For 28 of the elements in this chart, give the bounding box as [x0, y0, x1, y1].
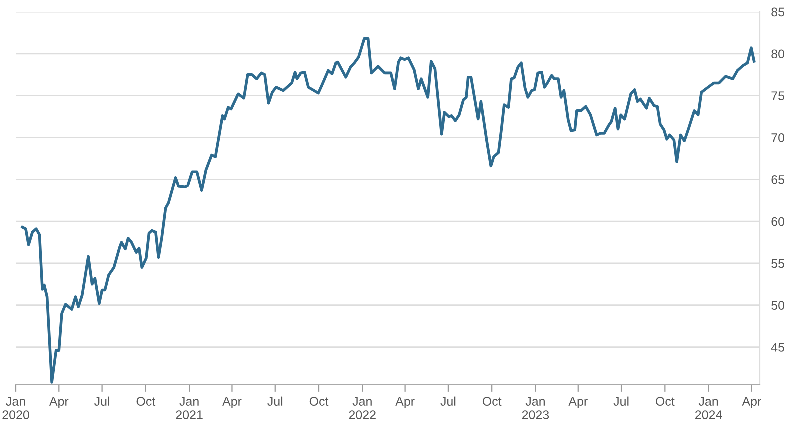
- line-series: [21, 37, 756, 384]
- y-tick-label: 70: [772, 134, 785, 142]
- y-tick-label: 80: [772, 50, 785, 59]
- x-tick-label: Jul: [94, 396, 110, 406]
- y-tick-label: 85: [772, 8, 784, 17]
- y-tick-label: 55: [772, 259, 784, 268]
- x-tick-label: Jul: [614, 396, 629, 406]
- x-tick-label: Apr: [222, 397, 242, 408]
- x-tick-label: Jul: [268, 396, 283, 406]
- y-tick-label: 65: [772, 175, 784, 184]
- x-tick-label: Jan 2023: [522, 397, 550, 420]
- x-tick-label: Apr: [49, 397, 69, 408]
- x-tick-label: Jan 2022: [349, 397, 376, 420]
- x-tick-label: Jan 2020: [2, 397, 30, 420]
- x-tick-label: Jul: [440, 396, 456, 406]
- x-tick-label: Oct: [656, 397, 675, 406]
- x-tick-label: Oct: [136, 397, 156, 406]
- y-tick-label: 75: [772, 92, 784, 100]
- x-tick-label: Jan 2021: [176, 397, 203, 420]
- x-tick-label: Apr: [742, 397, 762, 408]
- y-tick-label: 60: [772, 217, 785, 226]
- x-tick-label: Oct: [482, 397, 502, 406]
- y-tick-label: 45: [771, 343, 784, 352]
- x-tick-label: Apr: [396, 397, 415, 408]
- x-tick-label: Oct: [310, 397, 329, 406]
- y-tick-label: 50: [772, 301, 785, 310]
- x-tick-label: Apr: [568, 397, 588, 408]
- x-tick-label: Jan 2024: [696, 397, 722, 420]
